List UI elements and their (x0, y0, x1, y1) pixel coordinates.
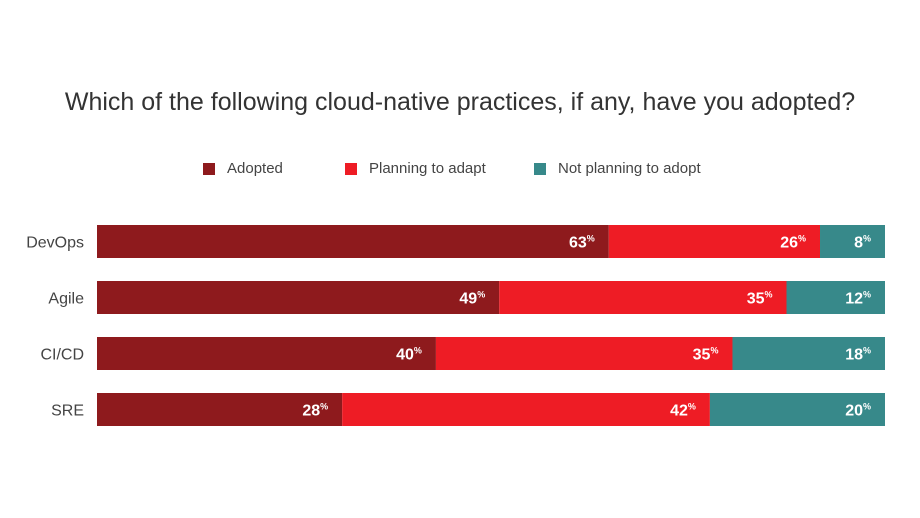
bar-segment (499, 281, 787, 314)
bar-segment (97, 225, 609, 258)
bar-segment (709, 393, 885, 426)
bar-segment (97, 281, 500, 314)
legend-label: Adopted (227, 160, 283, 177)
legend: Adopted Planning to adapt Not planning t… (0, 160, 920, 180)
legend-item-planning: Planning to adapt (345, 160, 486, 177)
legend-item-not-planning: Not planning to adopt (534, 160, 701, 177)
bar-segment (732, 337, 885, 370)
category-label: SRE (51, 403, 84, 420)
bar-segment (608, 225, 821, 258)
legend-label: Planning to adapt (369, 160, 486, 177)
bar-segment (820, 225, 885, 258)
legend-swatch (534, 162, 546, 175)
chart-title: Which of the following cloud-native prac… (64, 88, 856, 116)
category-label: DevOps (26, 235, 84, 252)
bar-segment (435, 337, 733, 370)
bar-segment (342, 393, 710, 426)
bar-segment (786, 281, 885, 314)
legend-item-adopted: Adopted (203, 160, 283, 177)
legend-swatch (345, 162, 357, 175)
category-label: Agile (48, 291, 84, 308)
bar-segment (97, 337, 436, 370)
category-label: CI/CD (40, 347, 84, 364)
legend-label: Not planning to adopt (558, 160, 701, 177)
bar-segment (97, 393, 343, 426)
legend-swatch (203, 162, 215, 175)
